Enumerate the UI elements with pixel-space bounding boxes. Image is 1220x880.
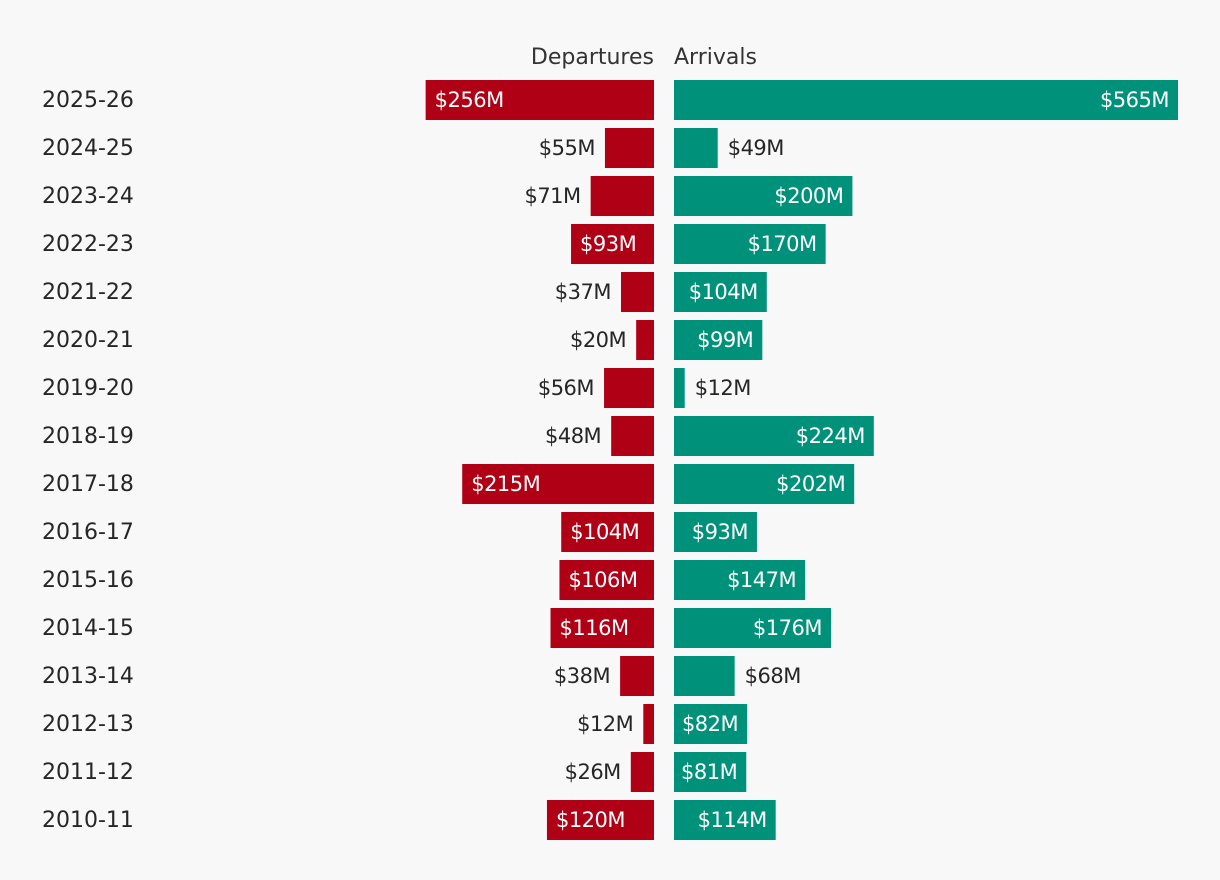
departures-value-label: $20M bbox=[570, 328, 626, 352]
arrivals-value-label: $93M bbox=[692, 520, 748, 544]
arrivals-value-label: $99M bbox=[697, 328, 753, 352]
arrivals-value-label: $68M bbox=[745, 664, 801, 688]
season-label: 2020-21 bbox=[42, 328, 134, 353]
departures-bar bbox=[571, 224, 654, 264]
arrivals-bar bbox=[674, 608, 831, 648]
arrivals-bar bbox=[674, 128, 718, 168]
arrivals-bar bbox=[674, 224, 826, 264]
season-label: 2024-25 bbox=[42, 136, 134, 161]
departures-value-label: $116M bbox=[560, 616, 629, 640]
arrivals-header: Arrivals bbox=[674, 45, 757, 70]
departures-bar bbox=[611, 416, 654, 456]
arrivals-bar bbox=[674, 512, 757, 552]
season-label: 2012-13 bbox=[42, 712, 134, 737]
departures-bar bbox=[546, 800, 654, 840]
departures-value-label: $37M bbox=[555, 280, 611, 304]
arrivals-value-label: $224M bbox=[796, 424, 865, 448]
departures-bar bbox=[550, 608, 654, 648]
arrivals-value-label: $200M bbox=[774, 184, 843, 208]
season-label: 2019-20 bbox=[42, 376, 134, 401]
departures-value-label: $38M bbox=[554, 664, 610, 688]
departures-value-label: $215M bbox=[471, 472, 540, 496]
departures-bar bbox=[604, 368, 654, 408]
season-label: 2018-19 bbox=[42, 424, 134, 449]
arrivals-bar bbox=[674, 656, 735, 696]
season-label: 2010-11 bbox=[42, 808, 134, 833]
departures-value-label: $12M bbox=[577, 712, 633, 736]
arrivals-value-label: $82M bbox=[682, 712, 738, 736]
arrivals-bar bbox=[674, 704, 748, 744]
departures-bar bbox=[630, 752, 654, 792]
departures-bar bbox=[425, 80, 654, 120]
arrivals-value-label: $176M bbox=[753, 616, 822, 640]
arrivals-value-label: $147M bbox=[727, 568, 796, 592]
departures-header: Departures bbox=[531, 45, 654, 70]
arrivals-value-label: $104M bbox=[689, 280, 758, 304]
season-label: 2023-24 bbox=[42, 184, 134, 209]
arrivals-value-label: $114M bbox=[698, 808, 767, 832]
departures-value-label: $106M bbox=[568, 568, 637, 592]
season-label: 2016-17 bbox=[42, 520, 134, 545]
departures-value-label: $71M bbox=[524, 184, 580, 208]
departures-value-label: $93M bbox=[580, 232, 636, 256]
arrivals-bar bbox=[674, 272, 767, 312]
departures-bar bbox=[620, 272, 654, 312]
departures-bar bbox=[590, 176, 654, 216]
arrivals-value-label: $565M bbox=[1100, 88, 1169, 112]
arrivals-bar bbox=[674, 176, 853, 216]
departures-bar bbox=[620, 656, 654, 696]
season-label: 2011-12 bbox=[42, 760, 134, 785]
arrivals-value-label: $202M bbox=[776, 472, 845, 496]
departures-value-label: $48M bbox=[545, 424, 601, 448]
arrivals-value-label: $49M bbox=[728, 136, 784, 160]
departures-bar bbox=[561, 512, 654, 552]
departures-value-label: $104M bbox=[570, 520, 639, 544]
arrivals-bar bbox=[674, 560, 806, 600]
departures-value-label: $55M bbox=[539, 136, 595, 160]
departures-value-label: $26M bbox=[565, 760, 621, 784]
departures-bar bbox=[636, 320, 654, 360]
departures-bar bbox=[559, 560, 654, 600]
season-label: 2025-26 bbox=[42, 88, 134, 113]
arrivals-bar bbox=[674, 464, 855, 504]
departures-value-label: $256M bbox=[435, 88, 504, 112]
season-label: 2014-15 bbox=[42, 616, 134, 641]
arrivals-bar bbox=[674, 416, 874, 456]
season-label: 2015-16 bbox=[42, 568, 134, 593]
arrivals-value-label: $170M bbox=[748, 232, 817, 256]
departures-bar bbox=[643, 704, 654, 744]
season-label: 2022-23 bbox=[42, 232, 134, 257]
arrivals-bar bbox=[674, 800, 776, 840]
season-label: 2013-14 bbox=[42, 664, 134, 689]
arrivals-bar bbox=[674, 752, 747, 792]
departures-value-label: $56M bbox=[538, 376, 594, 400]
arrivals-value-label: $12M bbox=[695, 376, 751, 400]
departures-bar bbox=[462, 464, 654, 504]
arrivals-bar bbox=[674, 368, 685, 408]
arrivals-bar bbox=[674, 320, 763, 360]
arrivals-bar bbox=[674, 80, 1178, 120]
season-label: 2017-18 bbox=[42, 472, 134, 497]
departures-value-label: $120M bbox=[556, 808, 625, 832]
arrivals-value-label: $81M bbox=[681, 760, 737, 784]
season-label: 2021-22 bbox=[42, 280, 134, 305]
departures-bar bbox=[604, 128, 654, 168]
